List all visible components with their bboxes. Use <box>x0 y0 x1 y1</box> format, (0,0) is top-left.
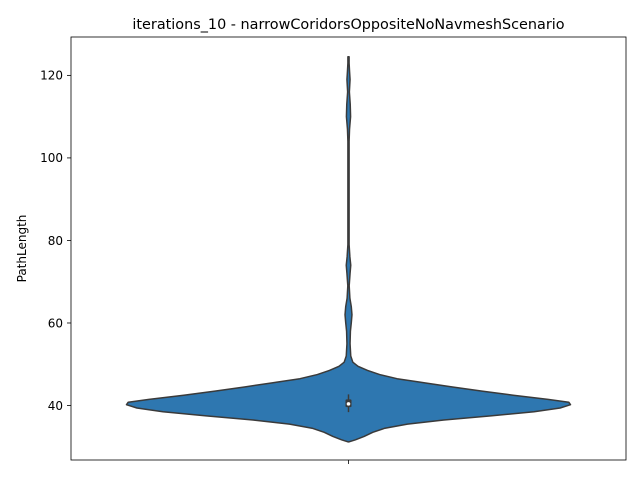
violin-body <box>125 56 572 443</box>
y-tick-label: 100 <box>40 151 63 165</box>
y-axis-ticks: 40 60 80 100 120 <box>40 69 71 413</box>
violin-layer <box>125 56 572 443</box>
chart-title: iterations_10 - narrowCoridorsOppositeNo… <box>132 17 564 33</box>
y-tick-label: 80 <box>48 234 63 248</box>
y-tick-label: 60 <box>48 316 63 330</box>
y-tick-label: 120 <box>40 69 63 83</box>
y-axis-label: PathLength <box>15 215 29 283</box>
box-median <box>346 402 351 406</box>
y-tick-label: 40 <box>48 399 63 413</box>
box-layer <box>345 394 352 413</box>
